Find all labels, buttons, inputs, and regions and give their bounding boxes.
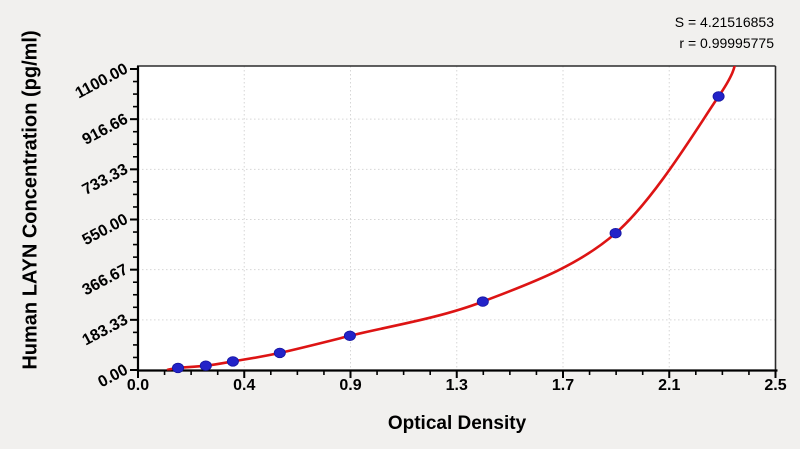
y-tick-label: 550.00 [80,211,131,249]
y-tick-label: 1100.00 [73,60,131,102]
x-tick-label: 1.3 [446,377,468,394]
data-point [199,360,212,371]
x-tick-label: 0.9 [339,377,361,394]
r-value: r = 0.99995775 [679,35,774,51]
y-tick-label: 0.00 [95,361,131,391]
data-point [226,356,239,367]
y-tick-label: 183.33 [80,311,131,349]
x-tick-label: 0.0 [127,377,149,394]
data-point [476,296,489,307]
data-point [273,347,286,359]
data-point [171,362,184,374]
y-tick-label: 916.66 [80,111,131,149]
s-value: S = 4.21516853 [674,14,774,30]
x-axis-title: Optical Density [387,413,527,434]
y-tick-label: 733.33 [80,161,131,199]
x-tick-label: 2.5 [764,377,786,394]
y-tick-label: 366.67 [80,261,131,299]
data-point [609,227,622,239]
x-tick-label: 1.7 [552,377,574,394]
x-tick-label: 2.1 [658,377,680,394]
data-point [343,330,356,342]
data-point [712,91,725,102]
x-tick-label: 0.4 [233,377,255,394]
fit-statistics: S = 4.21516853 r = 0.99995775 [675,12,774,54]
